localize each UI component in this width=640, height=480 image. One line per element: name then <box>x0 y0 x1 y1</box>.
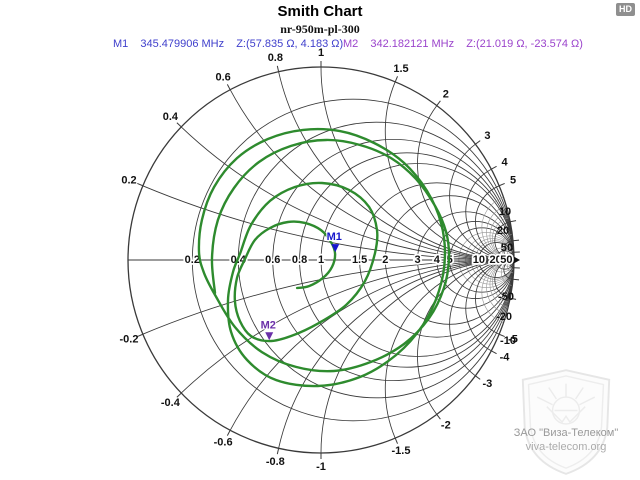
grid-label: -0.8 <box>266 456 285 468</box>
grid-label: 0.6 <box>215 71 230 83</box>
grid-label: 0.4 <box>163 111 179 123</box>
marker1-label: M1 <box>113 38 129 50</box>
marker-id-label: M2 <box>261 319 276 331</box>
watermark-text: ЗАО "Виза-Телеком" viva-telecom.org <box>492 426 640 454</box>
marker-id-label: M1 <box>327 231 342 243</box>
grid-label: 20 <box>497 225 509 237</box>
chart-marker-m1: M1 <box>326 230 343 253</box>
page-title: Smith Chart <box>277 3 363 20</box>
grid-label: 4 <box>434 254 441 266</box>
marker1-frequency: 345.479906 MHz <box>140 38 225 50</box>
marker1-impedance: Z:(57.835 Ω, 4.183 Ω) <box>236 38 344 50</box>
grid-label: 10 <box>473 254 485 266</box>
chart-subtitle: nr-950m-pl-300 <box>280 22 360 36</box>
grid-label: 1.5 <box>393 63 408 75</box>
marker2-readout: M2 342.182121 MHz Z:(21.019 Ω, -23.574 Ω… <box>343 38 583 50</box>
grid-label: -1.5 <box>392 445 411 457</box>
grid-label: 1 <box>318 254 324 266</box>
grid-label: 50 <box>501 242 513 254</box>
grid-label: -4 <box>500 351 511 363</box>
grid-label: -5 <box>508 334 518 346</box>
grid-label: 10 <box>499 206 511 218</box>
vt-logo-shield-icon <box>521 369 611 475</box>
grid-label: 0.2 <box>185 254 200 266</box>
grid-label: 0.6 <box>265 254 280 266</box>
grid-label: -20 <box>496 311 512 323</box>
watermark-company: ЗАО "Виза-Телеком" <box>513 427 619 439</box>
grid-label: -0.2 <box>120 334 139 346</box>
marker2-label: M2 <box>343 38 359 50</box>
grid-label: 50 <box>500 254 512 266</box>
marker2-frequency: 342.182121 MHz <box>370 38 455 50</box>
grid-label: 2 <box>382 254 388 266</box>
grid-label: -0.4 <box>161 397 181 409</box>
grid-label: 1 <box>318 47 324 59</box>
grid-label: 4 <box>501 157 508 169</box>
watermark: ЗАО "Виза-Телеком" viva-telecom.org <box>492 366 640 480</box>
marker-arrow-icon <box>331 244 340 253</box>
grid-label: 1.5 <box>352 254 367 266</box>
grid-label: -0.6 <box>214 437 233 449</box>
axis-end-arrow-icon <box>511 255 520 265</box>
grid-label: -3 <box>483 378 493 390</box>
hd-badge: HD <box>616 3 635 16</box>
grid-label: 0.2 <box>121 174 136 186</box>
grid-label: -50 <box>498 291 514 303</box>
grid-label: 0.8 <box>268 52 283 64</box>
grid-label: -2 <box>441 420 451 432</box>
grid-label: 3 <box>414 254 420 266</box>
chart-marker-m2: M2 <box>260 318 277 341</box>
grid-label: -10 <box>500 335 516 347</box>
grid-label: -1 <box>316 461 326 473</box>
grid-label: 3 <box>484 130 490 142</box>
grid-label: 2 <box>443 88 449 100</box>
marker2-impedance: Z:(21.019 Ω, -23.574 Ω) <box>466 38 583 50</box>
grid-label: 5 <box>510 174 516 186</box>
marker-arrow-icon <box>265 332 274 341</box>
grid-label: 0.8 <box>292 254 307 266</box>
marker1-readout: M1 345.479906 MHz Z:(57.835 Ω, 4.183 Ω) <box>113 38 343 50</box>
grid-label: 20 <box>489 254 501 266</box>
watermark-site: viva-telecom.org <box>525 441 607 453</box>
sweep-trace <box>197 127 451 388</box>
